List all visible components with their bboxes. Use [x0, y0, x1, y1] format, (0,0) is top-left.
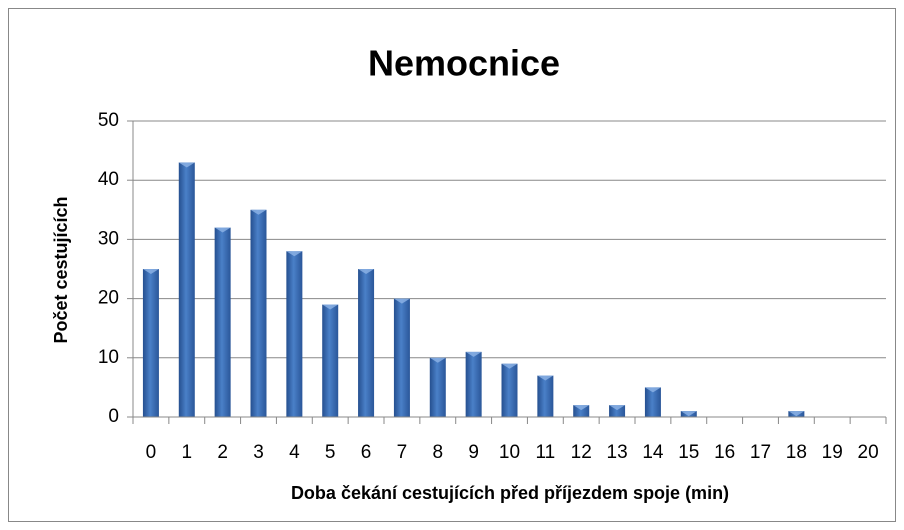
x-tick-label: 9: [468, 442, 479, 463]
x-tick-label: 16: [714, 442, 735, 463]
x-tick-label: 4: [289, 442, 300, 463]
x-tick-label: 6: [361, 442, 372, 463]
bar: [609, 405, 626, 417]
x-tick-label: 1: [181, 442, 192, 463]
x-tick-label: 5: [325, 442, 336, 463]
bar-bevel: [644, 387, 661, 393]
x-tick-label: 7: [397, 442, 408, 463]
x-tick-label: 18: [786, 442, 807, 463]
bar: [537, 375, 554, 417]
bar-bevel: [142, 269, 159, 274]
x-tick-label: 2: [217, 442, 228, 463]
bar: [214, 227, 231, 417]
bar-bevel: [465, 351, 482, 357]
bar-bevel: [214, 227, 231, 233]
y-axis-title: Počet cestujících: [51, 196, 71, 343]
bar: [429, 357, 446, 417]
bar-bevel: [788, 411, 805, 417]
bar-bevel: [537, 375, 554, 381]
bar: [501, 363, 518, 417]
x-tick-label: 20: [858, 442, 879, 463]
bar-bevel: [322, 304, 339, 310]
bar: [393, 298, 410, 417]
x-tick-label: 8: [432, 442, 443, 463]
y-tick-label: 30: [98, 228, 119, 249]
bar: [358, 269, 375, 417]
x-tick-label: 10: [499, 442, 520, 463]
x-tick-label: 11: [535, 442, 555, 463]
bar: [465, 351, 482, 417]
x-tick-label: 14: [642, 442, 664, 463]
x-tick-label: 19: [822, 442, 843, 463]
x-tick-label: 0: [146, 442, 157, 463]
bar-bevel: [573, 405, 590, 411]
bar-bevel: [609, 405, 626, 411]
bar: [286, 251, 303, 417]
bar: [322, 304, 339, 417]
y-tick-label: 40: [98, 169, 119, 190]
y-tick-label: 20: [98, 288, 119, 309]
y-tick-label: 0: [108, 406, 119, 427]
x-axis-title: Doba čekání cestujících před příjezdem s…: [291, 483, 729, 503]
chart-frame: [8, 8, 896, 522]
bar-bevel: [680, 411, 697, 417]
x-tick-label: 15: [678, 442, 699, 463]
bar-bevel: [286, 251, 303, 257]
x-tick-label: 17: [750, 442, 771, 463]
x-tick-label: 13: [607, 442, 628, 463]
bar-bevel: [429, 357, 446, 363]
x-tick-label: 12: [571, 442, 592, 463]
x-tick-label: 3: [253, 442, 264, 463]
y-tick-label: 10: [98, 347, 119, 368]
bar-bevel: [178, 162, 195, 168]
bar: [573, 405, 590, 417]
bar-bevel: [250, 209, 267, 215]
bar: [142, 269, 159, 417]
chart-title: Nemocnice: [368, 43, 560, 84]
y-tick-label: 50: [98, 110, 119, 131]
bar: [250, 209, 267, 417]
bar-bevel: [501, 363, 518, 369]
bar-bevel: [393, 298, 410, 304]
bar-bevel: [358, 269, 375, 274]
bar: [644, 387, 661, 417]
bar: [178, 162, 195, 417]
